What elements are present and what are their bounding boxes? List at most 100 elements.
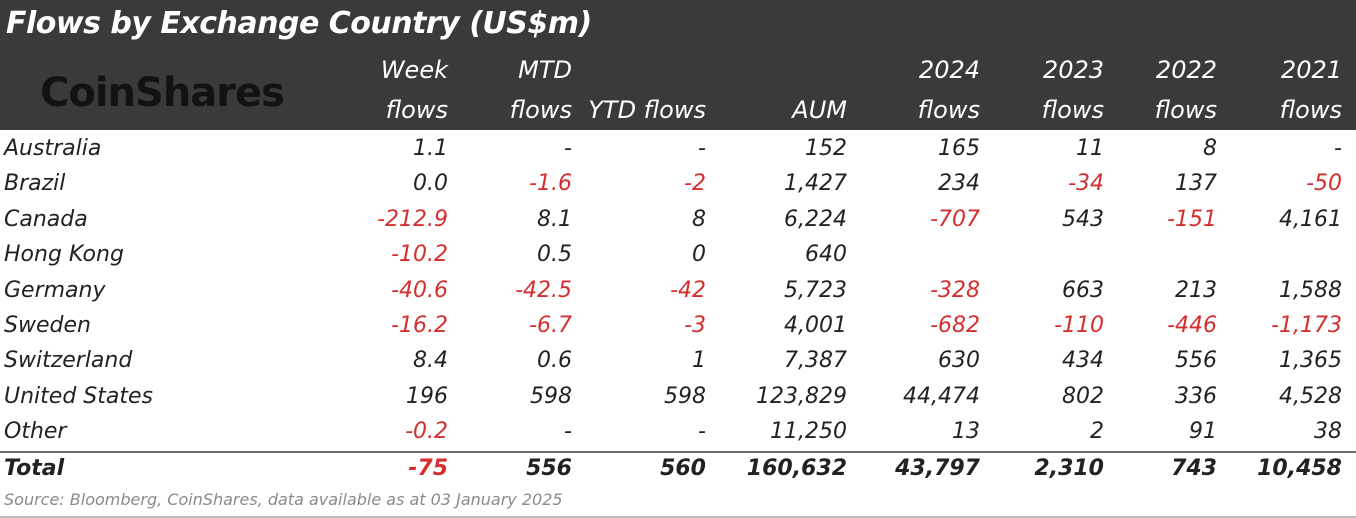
cell-week: -40.6: [391, 277, 448, 303]
column-header-f2024-line1: 2024: [918, 56, 980, 84]
column-header-f2021-line1: 2021: [1280, 56, 1342, 84]
cell-f2024: 234: [938, 171, 980, 197]
cell-f2024: -328: [930, 277, 980, 303]
column-header-mtd-line2: flows: [509, 96, 572, 124]
column-header-f2022-line1: 2022: [1155, 56, 1217, 84]
country-label: Canada: [4, 206, 88, 232]
cell-f2022: 91: [1189, 419, 1217, 445]
cell-f2021: -50: [1306, 171, 1342, 197]
cell-f2023: -34: [1068, 171, 1104, 197]
cell-ytd: -: [698, 419, 706, 445]
cell-aum: 152: [805, 136, 847, 161]
cell-f2024: 630: [938, 348, 980, 374]
cell-aum: 160,632: [746, 456, 847, 482]
cell-mtd: 556: [526, 456, 572, 482]
total-divider: [0, 450, 1356, 453]
cell-mtd: 8.1: [537, 206, 572, 232]
cell-ytd: 560: [660, 456, 706, 482]
cell-week: -10.2: [391, 242, 448, 268]
cell-f2021: 10,458: [1257, 456, 1342, 482]
cell-f2023: 11: [1076, 136, 1104, 161]
cell-f2024: 13: [952, 419, 980, 445]
table-row: Germany -40.6 -42.5 -42 5,723 -328 663 213 1,588: [0, 273, 1356, 308]
cell-aum: 11,250: [770, 419, 847, 445]
source-note: Source: Bloomberg, CoinShares, data avai…: [4, 490, 563, 509]
cell-ytd: -2: [684, 171, 706, 197]
table-row: United States 196 598 598 123,829 44,474 802 33…: [0, 379, 1356, 414]
cell-mtd: -6.7: [529, 313, 572, 338]
bottom-divider: [0, 516, 1356, 518]
total-label: Total: [4, 456, 65, 482]
column-header-f2022-line2: flows: [1154, 96, 1217, 124]
cell-mtd: 598: [530, 383, 572, 409]
cell-f2022: 213: [1175, 277, 1217, 303]
cell-mtd: -1.6: [529, 171, 572, 197]
cell-week: 196: [406, 383, 448, 409]
cell-mtd: -: [564, 136, 572, 161]
cell-f2023: 2,310: [1034, 456, 1104, 482]
cell-aum: 1,427: [784, 171, 847, 197]
cell-f2021: 1,365: [1279, 348, 1342, 374]
cell-ytd: -3: [684, 313, 706, 338]
cell-aum: 5,723: [784, 277, 847, 303]
cell-f2024: -707: [930, 206, 980, 232]
cell-week: 0.0: [413, 171, 448, 197]
cell-f2021: 4,528: [1279, 383, 1342, 409]
table-row: Hong Kong -10.2 0.5 0 640: [0, 237, 1356, 272]
cell-ytd: 1: [692, 348, 706, 374]
table-row: Australia 1.1 - - 152 165 11 8 -: [0, 131, 1356, 166]
coinshares-logo: CoinShares: [40, 70, 285, 116]
cell-f2022: -151: [1167, 206, 1217, 232]
cell-f2021: 38: [1314, 419, 1342, 445]
country-label: United States: [4, 383, 153, 409]
country-label: Brazil: [4, 171, 66, 197]
cell-f2021: 4,161: [1279, 206, 1342, 232]
column-header-mtd-line1: MTD: [518, 56, 572, 84]
cell-week: -212.9: [377, 206, 448, 232]
column-header-f2024-line2: flows: [917, 96, 980, 124]
column-header-week-line1: Week: [380, 56, 448, 84]
cell-mtd: -42.5: [515, 277, 572, 303]
cell-f2022: 556: [1175, 348, 1217, 374]
cell-week: 1.1: [413, 136, 448, 161]
country-label: Sweden: [4, 313, 91, 338]
country-label: Australia: [4, 136, 102, 161]
cell-f2022: 137: [1175, 171, 1217, 197]
country-label: Other: [4, 419, 67, 445]
cell-ytd: 0: [692, 242, 706, 268]
cell-week: -75: [408, 456, 448, 482]
cell-f2022: 8: [1203, 136, 1217, 161]
table-row: Other -0.2 - - 11,250 13 2 91 38: [0, 414, 1356, 449]
cell-aum: 7,387: [784, 348, 847, 374]
table-row: Canada -212.9 8.1 8 6,224 -707 543 -151 4,161: [0, 202, 1356, 237]
column-header-f2021-line2: flows: [1279, 96, 1342, 124]
cell-mtd: -: [564, 419, 572, 445]
column-header-week-line2: flows: [385, 96, 448, 124]
cell-aum: 4,001: [784, 313, 847, 338]
cell-f2021: -1,173: [1271, 313, 1342, 338]
cell-aum: 6,224: [784, 206, 847, 232]
total-row: Total -75 556 560 160,632 43,797 2,310 743 10,45…: [0, 451, 1356, 486]
cell-f2024: 43,797: [895, 456, 980, 482]
cell-f2023: 2: [1090, 419, 1104, 445]
column-header-ytd-line2: YTD flows: [588, 96, 706, 124]
cell-ytd: 8: [692, 206, 706, 232]
cell-f2023: 802: [1062, 383, 1104, 409]
cell-week: -0.2: [405, 419, 448, 445]
cell-f2023: 663: [1062, 277, 1104, 303]
cell-f2023: -110: [1054, 313, 1104, 338]
cell-f2022: 336: [1175, 383, 1217, 409]
country-label: Germany: [4, 277, 106, 303]
column-header-f2023-line2: flows: [1041, 96, 1104, 124]
cell-aum: 123,829: [756, 383, 847, 409]
cell-f2022: -446: [1167, 313, 1217, 338]
cell-f2021: -: [1334, 136, 1342, 161]
column-header-f2023-line1: 2023: [1042, 56, 1104, 84]
cell-ytd: 598: [664, 383, 706, 409]
cell-f2024: 165: [938, 136, 980, 161]
column-header-aum-line2: AUM: [792, 96, 847, 124]
country-label: Switzerland: [4, 348, 133, 374]
cell-f2021: 1,588: [1279, 277, 1342, 303]
table-title: Flows by Exchange Country (US$m): [6, 6, 592, 41]
cell-f2024: 44,474: [903, 383, 980, 409]
